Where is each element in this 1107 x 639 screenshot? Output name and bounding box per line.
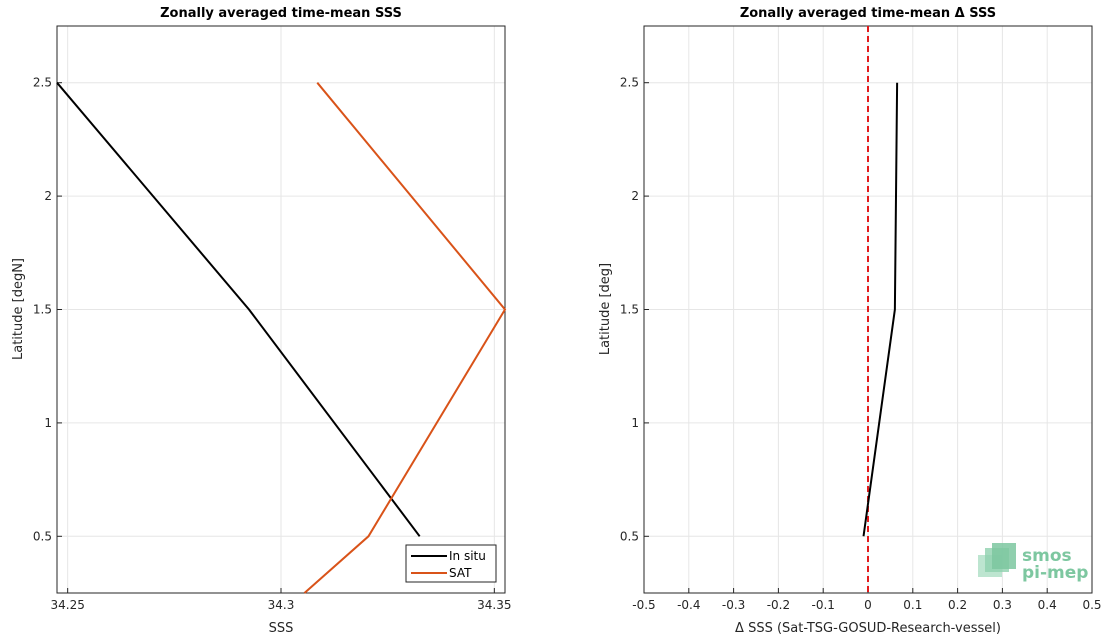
delta-sss-x-tick-label: 0.5 [1082,598,1101,612]
delta-sss-chart-title: Zonally averaged time-mean Δ SSS [740,6,996,21]
delta-sss-x-tick-label: -0.2 [767,598,790,612]
delta-sss-series-line-delta-sss [862,82,899,537]
sss-y-tick-label: 1.5 [33,303,52,317]
sss-x-tick-label: 34.35 [477,598,511,612]
logo-text-smos: smos [1022,546,1072,566]
delta-sss-x-tick-label: 0.3 [993,598,1012,612]
sss-y-tick-label: 2 [44,189,52,203]
sss-y-tick-label: 0.5 [33,529,52,543]
delta-sss-y-tick-label: 1 [631,416,639,430]
delta-sss-series [862,82,899,537]
delta-sss-x-tick-label: 0.4 [1038,598,1057,612]
delta-sss-x-tick-label: 0 [864,598,872,612]
delta-sss-y-tick-label: 0.5 [620,529,639,543]
delta-sss-y-axis-label: Latitude [deg] [598,263,613,355]
delta-sss-x-tick-label: 0.2 [948,598,967,612]
sss-legend: In situ SAT [405,544,497,583]
sss-series-line-in-situ [56,82,421,537]
delta-sss-panel: Zonally averaged time-mean Δ SSS -0.5 -0.… [598,6,1102,636]
delta-sss-x-tick-label: -0.4 [677,598,700,612]
delta-sss-y-tick-label: 2.5 [620,76,639,90]
delta-sss-y-ticks: 0.5 1 1.5 2 2.5 [620,76,649,543]
sss-y-tick-label: 2.5 [33,76,52,90]
sss-series-line-sat [303,82,507,594]
logo-block-front [992,543,1016,569]
sss-x-tick-label: 34.25 [50,598,84,612]
sss-y-axis-label: Latitude [degN] [11,258,26,360]
logo-text-pi-mep: pi-mep [1022,563,1088,583]
delta-sss-x-ticks: -0.5 -0.4 -0.3 -0.2 -0.1 0 0.1 0.2 0.3 0.4 0.5 [632,588,1102,612]
legend-label-sat: SAT [449,566,472,580]
delta-sss-x-tick-label: -0.5 [632,598,655,612]
sss-x-tick-label: 34.3 [268,598,295,612]
sss-chart-title: Zonally averaged time-mean SSS [160,6,402,21]
delta-sss-x-tick-label: 0.1 [903,598,922,612]
sss-x-ticks: 34.25 34.3 34.35 [50,588,512,612]
smos-pi-mep-logo: smos pi-mep [978,543,1088,583]
delta-sss-x-tick-label: -0.3 [722,598,745,612]
sss-y-tick-label: 1 [44,416,52,430]
legend-box [405,544,497,583]
sss-x-axis-label: SSS [269,621,294,636]
delta-sss-y-tick-label: 2 [631,189,639,203]
sss-y-ticks: 0.5 1 1.5 2 2.5 [33,76,62,543]
sss-panel: Zonally averaged time-mean SSS 34.25 34.3… [11,6,512,636]
sss-grid [57,26,505,593]
delta-sss-y-tick-label: 1.5 [620,303,639,317]
sss-series [56,82,507,594]
legend-label-in-situ: In situ [449,549,486,563]
delta-sss-x-tick-label: -0.1 [811,598,834,612]
delta-sss-x-axis-label: Δ SSS (Sat-TSG-GOSUD-Research-vessel) [735,621,1001,636]
